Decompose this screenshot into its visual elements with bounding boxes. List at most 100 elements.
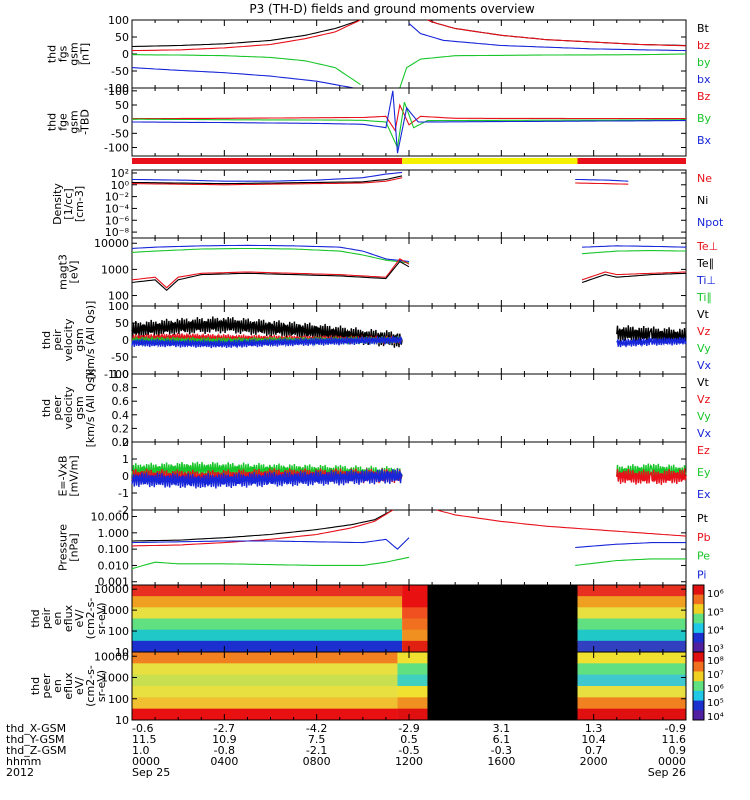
x-column-value: 0.9 [669,744,687,757]
series-Ti⊥ [582,245,687,248]
series-Pe [131,556,410,570]
y-tick-label: 50 [115,317,129,330]
y-tick-label: 10⁻⁴ [105,202,130,215]
x-column-value: 6.1 [493,733,511,746]
y-axis-label: peir [40,607,53,629]
x-column-value: 1600 [487,755,515,768]
y-tick-label: 10² [111,167,129,180]
y-tick-label: -1 [118,487,129,500]
y-axis-label: Density [51,183,64,225]
y-tick-label: 0.2 [112,422,130,435]
y-tick-label: 100 [108,290,129,303]
series-bz [427,19,687,47]
spectrogram-band [132,708,398,721]
legend-entry: Bt [697,22,710,35]
colorbar-swatch [693,594,704,605]
legend-entry: Te∥ [696,257,714,270]
colorbar-label: 10⁴ [707,626,724,637]
colorbar-label: 10⁶ [707,684,724,695]
series-by [132,54,361,86]
y-tick-label: 50 [115,31,129,44]
state-bar-yellow [402,158,578,164]
y-tick-label: -100 [104,368,129,381]
y-tick-label: 1.000 [98,527,130,540]
y-axis-label: [km/s (All Qs)] [84,301,97,380]
series-Ni [131,175,403,185]
x-column-value: 0000 [658,755,686,768]
x-column-value: -0.5 [398,744,419,757]
y-tick-label: 10⁻⁸ [105,226,130,239]
x-column-value: -2.9 [398,722,419,735]
legend-entry: Bz [697,90,711,103]
x-row-label: thd_Z-GSM [6,744,66,757]
y-tick-label: 1.0 [112,368,130,381]
panel-frame [131,373,687,443]
series-Te⊥ [131,258,410,289]
spectrogram-band [132,585,403,597]
y-axis-label: [cm-3] [73,186,86,222]
y-axis-label: gsm [73,396,86,419]
series-Bt [131,19,361,48]
spectrogram-band [577,686,686,698]
legend-entry: Ne [697,172,712,185]
y-axis-label: thd [40,331,53,349]
spectrogram-band [577,618,686,631]
x-row-label: thd_Y-GSM [6,733,65,746]
spectrogram-band [402,607,428,619]
state-bar-red-1 [132,158,403,164]
y-axis-label: thd [46,45,59,63]
y-axis-label: E=-VxB [57,455,70,496]
legend-entry: Ex [697,488,711,501]
legend-entry: Vy [697,410,711,423]
y-axis-label: en [51,679,64,693]
spectrogram-band [402,629,428,642]
x-column-value: 0.7 [585,744,603,757]
spectrogram-band [577,596,686,608]
legend-entry: Vt [697,376,710,389]
y-tick-label: 0.010 [98,559,130,572]
y-axis-label: velocity [62,386,75,429]
spectrogram-band [132,596,403,608]
spectrogram-band [577,640,686,653]
y-tick-label: 10000 [94,237,129,250]
x-column-value: 1200 [395,755,423,768]
y-axis-label: eflux [62,672,75,700]
y-axis-label: [km/s (All Qs)] [84,369,97,448]
series-Pi [131,537,410,550]
spectrogram-band [402,585,428,597]
panel-efield: 2 1 0 -1 -2 E=-VxB[mV/m] Ez Ey Ex [57,436,711,517]
colorbar-swatch [693,613,704,624]
y-axis-label: peir [51,329,64,351]
x-column-value: 0000 [132,755,160,768]
x-column-value: -4.2 [306,722,327,735]
x-column-value: 0.5 [400,733,418,746]
series-Pi [575,542,686,549]
legend-entry: Ez [697,444,710,457]
series-Pe [575,558,686,566]
spectrogram-band [132,697,398,710]
panel-peiren: 10⁶ 10⁵ 10⁴ 10³ 10000 1000 100 10 thdpeireneflux… [29,583,724,659]
y-tick-label: 10 [115,646,129,659]
panel-peervel: 1.00.80.60.40.20.0 thdpeervelocitygsm[km/… [40,368,712,449]
y-tick-label: 100 [108,85,129,98]
spectrogram-band [402,618,428,631]
y-tick-label: 0.4 [112,409,130,422]
y-axis-label: thd [40,399,53,417]
spectrogram-band [577,585,686,597]
y-axis-label: fge [57,113,70,131]
spectrogram-band [132,674,398,687]
spectrogram-band [132,629,403,642]
x-column-value: 2000 [580,755,608,768]
spectrogram-band [397,674,428,687]
legend-entry: Te⊥ [696,240,718,253]
spectrogram-band [397,708,428,721]
x-column-value: 0800 [303,755,331,768]
y-tick-label: 0.6 [112,395,130,408]
y-tick-label: 10000 [94,650,129,663]
x-column-value: 1.3 [585,722,603,735]
legend-entry: Pb [697,531,711,544]
legend-entry: Ey [697,466,711,479]
y-axis-label: -TBD [79,109,92,135]
state-bar-red-2 [577,158,686,164]
